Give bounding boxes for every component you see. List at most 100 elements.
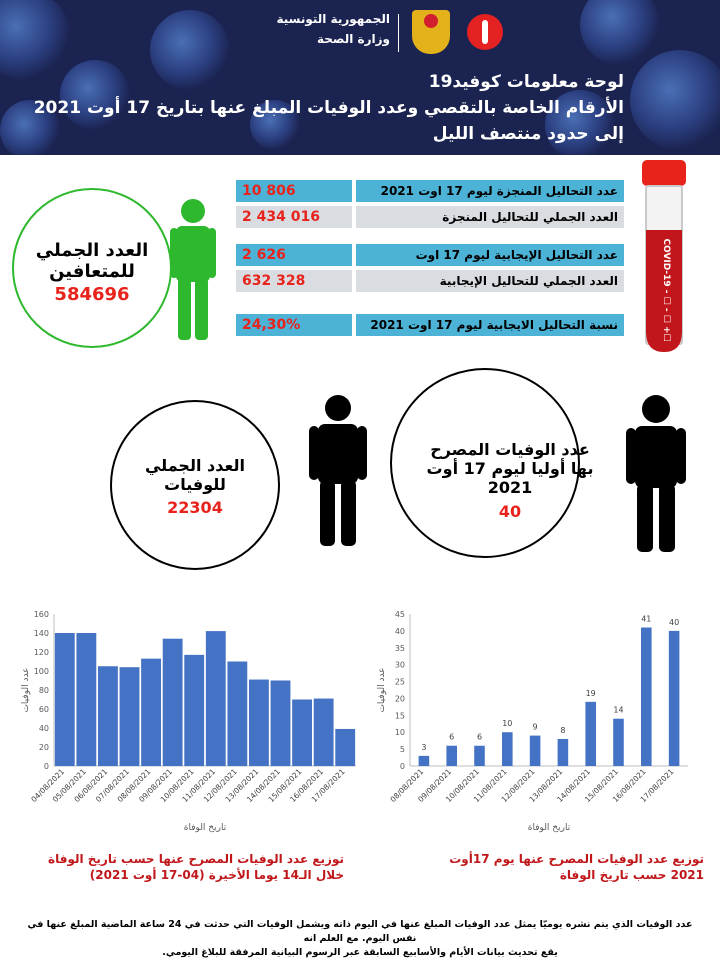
deaths-today-line2: بها أوليا ليوم 17 أوت bbox=[426, 459, 594, 478]
stat-row-positive-today: 2 626 عدد التحاليل الإيجابية ليوم 17 اوت bbox=[236, 244, 624, 266]
virus-decoration bbox=[0, 100, 60, 155]
y-tick-label: 35 bbox=[395, 644, 405, 653]
footer-note: عدد الوفيات الذي يتم نشره يوميّا يمثل عد… bbox=[14, 918, 706, 960]
bar bbox=[98, 666, 118, 766]
stat-label: عدد التحاليل المنجزة ليوم 17 اوت 2021 bbox=[356, 180, 624, 202]
y-tick-label: 20 bbox=[395, 694, 405, 703]
row-divider bbox=[352, 314, 356, 336]
y-tick-label: 60 bbox=[39, 705, 49, 714]
header-banner: الجمهورية التونسية وزارة الصحة لوحة معلو… bbox=[0, 0, 720, 155]
bar bbox=[227, 661, 248, 766]
deaths-total-label: العدد الجملي للوفيات bbox=[110, 456, 280, 494]
stat-label: العدد الجملي للتحاليل المنجزة bbox=[356, 206, 624, 228]
logo-divider bbox=[398, 14, 399, 52]
bar bbox=[249, 679, 269, 766]
stat-label: عدد التحاليل الإيجابية ليوم 17 اوت bbox=[356, 244, 624, 266]
ministry-name: وزارة الصحة bbox=[316, 32, 390, 46]
tube-label: COVID-19 - ☐ - ☐ +☐ bbox=[661, 238, 671, 341]
y-axis-title: عدد الوفيات bbox=[21, 667, 31, 712]
bar bbox=[184, 654, 205, 766]
tube-liquid bbox=[646, 230, 682, 352]
stat-value: 2 434 016 bbox=[236, 206, 352, 228]
data-label: 14 bbox=[613, 706, 623, 715]
bar bbox=[141, 658, 161, 766]
health-ministry-logo-icon bbox=[467, 14, 503, 50]
person-deceased-total-icon bbox=[309, 395, 367, 546]
y-tick-label: 40 bbox=[395, 627, 405, 636]
ministry-country: الجمهورية التونسية bbox=[276, 12, 390, 26]
y-tick-label: 140 bbox=[34, 629, 49, 638]
virus-decoration bbox=[0, 0, 70, 80]
y-tick-label: 25 bbox=[395, 678, 405, 687]
virus-decoration bbox=[150, 10, 230, 90]
chart1-title: توزيع عدد الوفيات المصرح عنها حسب تاريخ … bbox=[48, 852, 344, 882]
virus-decoration bbox=[580, 0, 660, 65]
y-tick-label: 0 bbox=[44, 762, 49, 771]
y-tick-label: 40 bbox=[39, 724, 49, 733]
y-tick-label: 5 bbox=[400, 745, 405, 754]
y-axis-title: عدد الوفيات bbox=[377, 667, 387, 712]
chart-deaths-reported-today: 051015202530354045308/08/2021609/08/2021… bbox=[377, 610, 688, 833]
y-tick-label: 10 bbox=[395, 728, 405, 737]
row-divider bbox=[352, 270, 356, 292]
y-tick-label: 0 bbox=[400, 762, 405, 771]
deaths-total-line1: العدد الجملي bbox=[144, 456, 245, 475]
y-tick-label: 80 bbox=[39, 686, 49, 695]
y-tick-label: 120 bbox=[34, 648, 49, 657]
deaths-today-value: 40 bbox=[498, 502, 522, 521]
virus-decoration bbox=[250, 100, 300, 150]
data-label: 19 bbox=[586, 689, 596, 698]
x-axis-title: تاريخ الوفاة bbox=[528, 823, 571, 833]
recovered-label-line1: العدد الجملي bbox=[35, 240, 149, 261]
bar bbox=[502, 732, 513, 766]
row-divider bbox=[352, 180, 356, 202]
bar bbox=[119, 667, 140, 766]
person-deceased-icon bbox=[626, 395, 686, 552]
deaths-today-line1: عدد الوفيات المصرح bbox=[430, 440, 590, 459]
bar bbox=[292, 699, 312, 766]
chart2-title: توزيع عدد الوفيات المصرح عنها يوم 17أوت … bbox=[449, 852, 704, 882]
y-tick-label: 15 bbox=[395, 711, 405, 720]
stat-value: 24,30% bbox=[236, 314, 352, 336]
bar bbox=[474, 745, 485, 766]
virus-decoration bbox=[545, 90, 615, 155]
page-subtitle-time: إلى حدود منتصف الليل bbox=[432, 124, 624, 144]
bar bbox=[529, 735, 541, 766]
recovered-label-line2: للمتعافين bbox=[49, 261, 135, 282]
bar bbox=[335, 728, 356, 766]
y-tick-label: 100 bbox=[34, 667, 49, 676]
virus-decoration bbox=[630, 50, 720, 150]
recovered-label: العدد الجملي للمتعافين bbox=[22, 240, 162, 282]
bar bbox=[205, 631, 226, 766]
x-axis-title: تاريخ الوفاة bbox=[184, 823, 227, 833]
bar bbox=[313, 698, 334, 766]
y-tick-label: 20 bbox=[39, 743, 49, 752]
stat-value: 10 806 bbox=[236, 180, 352, 202]
row-divider bbox=[352, 244, 356, 266]
data-label: 40 bbox=[669, 618, 679, 627]
deaths-today-label: عدد الوفيات المصرح بها أوليا ليوم 17 أوت… bbox=[410, 440, 610, 497]
bar bbox=[641, 627, 652, 766]
bar bbox=[270, 680, 291, 766]
stat-row-positive-rate: 24,30% نسبة التحاليل الايجابية ليوم 17 ا… bbox=[236, 314, 624, 336]
footer-line2: يقع تحديث بيانات الأيام والأسابيع السابق… bbox=[162, 947, 558, 958]
y-tick-label: 160 bbox=[34, 610, 49, 619]
data-label: 8 bbox=[560, 726, 565, 735]
deaths-total-value: 22304 bbox=[167, 498, 223, 517]
stat-row-tests-total: 2 434 016 العدد الجملي للتحاليل المنجزة bbox=[236, 206, 624, 228]
data-label: 6 bbox=[477, 733, 482, 742]
bar bbox=[76, 633, 97, 766]
bar bbox=[668, 630, 680, 766]
bar bbox=[613, 718, 624, 766]
deaths-today-circle bbox=[390, 368, 580, 558]
y-tick-label: 30 bbox=[395, 661, 405, 670]
stat-label: نسبة التحاليل الايجابية ليوم 17 اوت 2021 bbox=[356, 314, 624, 336]
deaths-total-circle bbox=[110, 400, 280, 570]
data-label: 6 bbox=[449, 733, 454, 742]
data-label: 41 bbox=[641, 615, 651, 624]
bar bbox=[162, 638, 183, 766]
row-divider bbox=[352, 206, 356, 228]
bar bbox=[557, 738, 569, 766]
virus-decoration bbox=[60, 60, 130, 130]
chart-deaths-14-days: 02040608010012014016004/08/202105/08/202… bbox=[21, 610, 356, 833]
